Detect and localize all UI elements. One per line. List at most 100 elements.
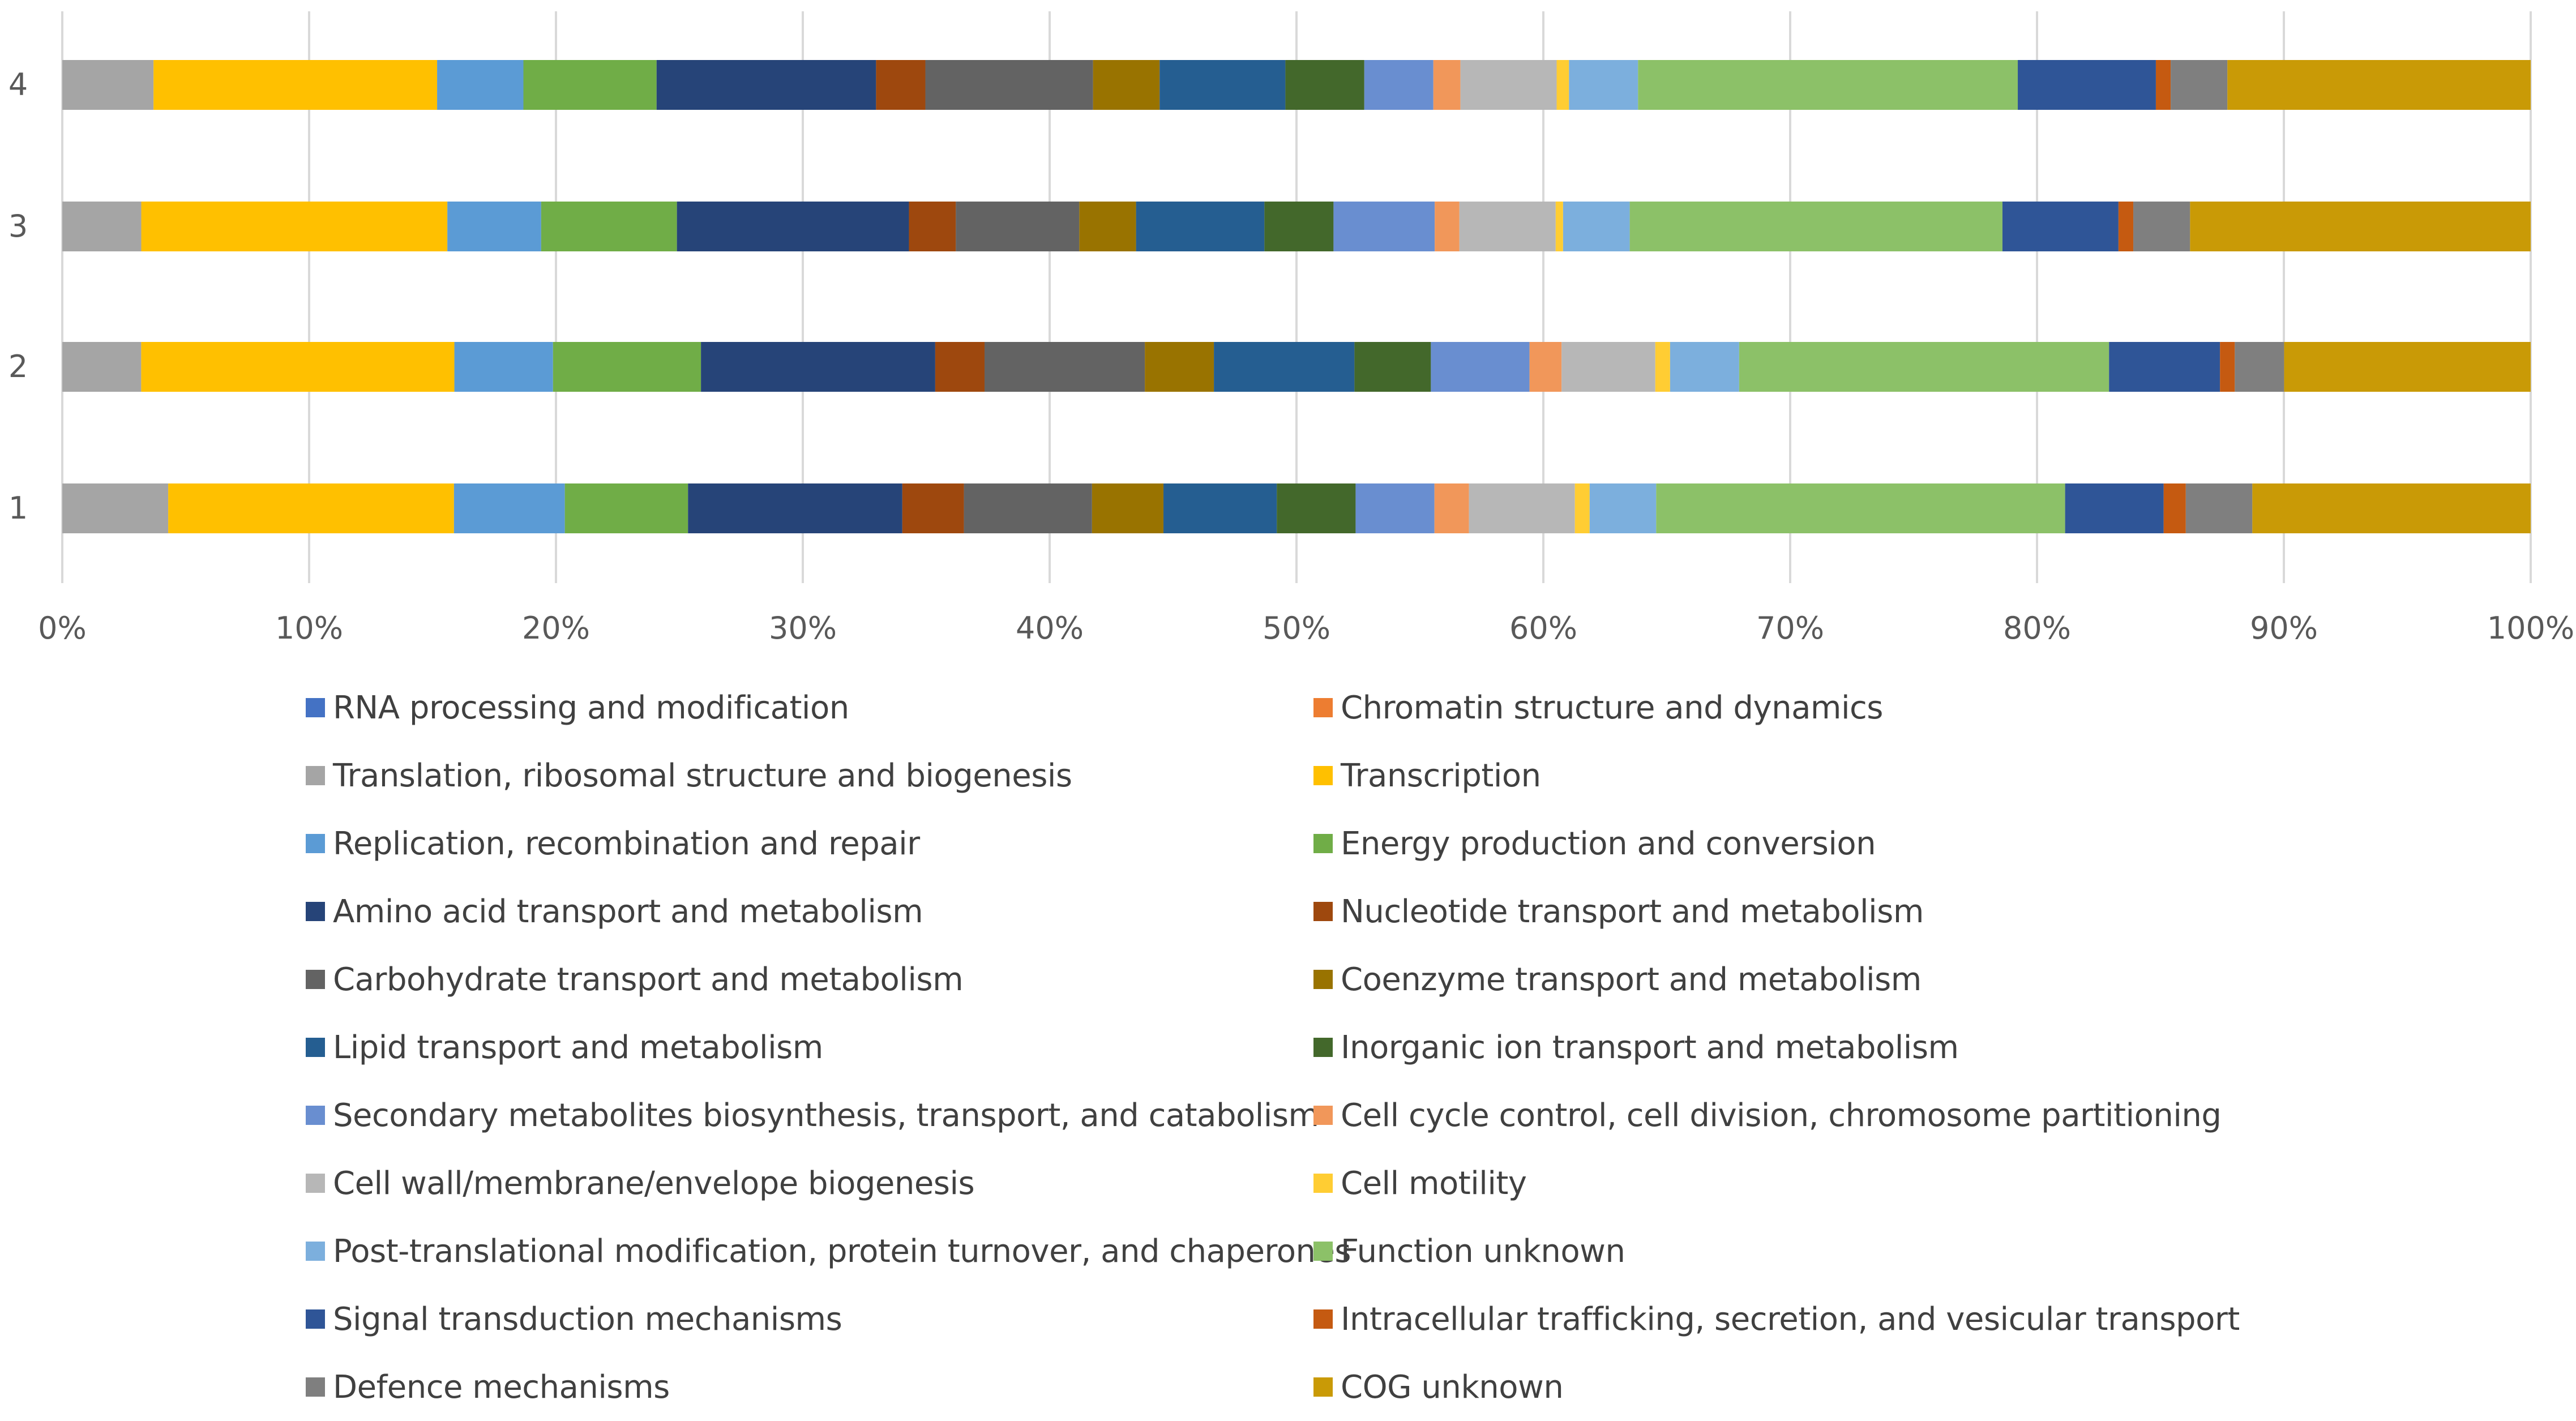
bar-segment: [1529, 342, 1562, 392]
legend-swatch: [306, 698, 325, 717]
bar-segment: [2163, 483, 2186, 533]
legend-item: Energy production and conversion: [1313, 810, 2321, 878]
legend-swatch: [1313, 1174, 1333, 1193]
legend-swatch: [1313, 970, 1333, 989]
legend-swatch: [1313, 1038, 1333, 1057]
bar-segment: [1145, 342, 1214, 392]
bar-segment: [2018, 60, 2156, 110]
legend-label: Nucleotide transport and metabolism: [1341, 893, 1924, 930]
legend-item: Lipid transport and metabolism: [306, 1013, 1313, 1081]
bar-segment: [1739, 342, 2109, 392]
x-axis-labels: 0% 10% 20% 30% 40% 50% 60% 70% 80% 90% 100%: [38, 610, 2574, 646]
bar-segment: [1638, 60, 2018, 110]
bar-segment: [964, 483, 1092, 533]
bar-segment: [1670, 342, 1739, 392]
bar-segment: [141, 202, 448, 251]
legend-label: Post-translational modification, protein…: [333, 1232, 1351, 1270]
bar-segment: [1556, 60, 1569, 110]
bar-segment: [688, 483, 902, 533]
x-tick-label: 0%: [38, 610, 87, 646]
bar-segment: [1656, 483, 2065, 533]
x-tick-label: 100%: [2487, 610, 2574, 646]
legend-label: COG unknown: [1341, 1368, 1564, 1406]
bar-segment: [1355, 483, 1435, 533]
bar-segment: [1589, 483, 1657, 533]
legend-label: Replication, recombination and repair: [333, 825, 920, 862]
legend-label: Function unknown: [1341, 1232, 1625, 1270]
bar-segment: [1434, 483, 1469, 533]
bar-segment: [1629, 202, 2002, 251]
bar-segment: [1555, 202, 1563, 251]
legend-item: Secondary metabolites biosynthesis, tran…: [306, 1081, 1319, 1149]
bar-segment: [2155, 60, 2171, 110]
legend-item: Cell cycle control, cell division, chrom…: [1313, 1081, 2321, 1149]
bar-segment: [62, 483, 169, 533]
bar-segment: [1435, 202, 1460, 251]
bar-segment: [1354, 342, 1431, 392]
bar-segment: [2220, 342, 2235, 392]
bar-segment: [447, 202, 541, 251]
x-tick-label: 80%: [2003, 610, 2071, 646]
legend-label: Amino acid transport and metabolism: [333, 893, 923, 930]
legend-item: Chromatin structure and dynamics: [1313, 674, 2321, 742]
legend-swatch: [306, 1174, 325, 1193]
bar-segment: [1569, 60, 1638, 110]
bar-segment: [1561, 342, 1655, 392]
bar-segment: [935, 342, 985, 392]
legend-swatch: [306, 1106, 325, 1125]
bar-segment: [1563, 202, 1630, 251]
bar-segment: [925, 60, 1093, 110]
legend-label: Transcription: [1341, 757, 1541, 794]
legend-label: Intracellular trafficking, secretion, an…: [1341, 1300, 2240, 1338]
legend-item: Cell wall/membrane/envelope biogenesis: [306, 1149, 1313, 1217]
legend-label: Secondary metabolites biosynthesis, tran…: [333, 1097, 1319, 1134]
bar-segment: [62, 202, 142, 251]
bar-segment: [1214, 342, 1355, 392]
x-tick-label: 60%: [1509, 610, 1577, 646]
bar-segment: [2133, 202, 2190, 251]
bar-segment: [62, 60, 154, 110]
legend-item: COG unknown: [1313, 1353, 2321, 1421]
legend-label: RNA processing and modification: [333, 689, 849, 726]
x-tick-label: 90%: [2250, 610, 2318, 646]
bar-segment: [1460, 60, 1557, 110]
legend-item: Amino acid transport and metabolism: [306, 878, 1313, 945]
bar-segment: [1092, 483, 1164, 533]
bar-segment: [2118, 202, 2134, 251]
x-tick-label: 20%: [522, 610, 590, 646]
legend-label: Energy production and conversion: [1341, 825, 1876, 862]
legend-swatch: [306, 1377, 325, 1397]
legend-swatch: [1313, 834, 1333, 853]
legend-label: Coenzyme transport and metabolism: [1341, 961, 1922, 998]
bar-segment: [2109, 342, 2220, 392]
x-tick-label: 70%: [1756, 610, 1824, 646]
legend-swatch: [306, 1309, 325, 1329]
legend-item: Post-translational modification, protein…: [306, 1217, 1351, 1285]
legend-swatch: [1313, 1106, 1333, 1125]
legend-swatch: [306, 1038, 325, 1057]
bar-segment: [1264, 202, 1334, 251]
bar-segment: [1469, 483, 1575, 533]
legend-item: Defence mechanisms: [306, 1353, 1313, 1421]
legend-item: Intracellular trafficking, secretion, an…: [1313, 1285, 2321, 1353]
legend-item: Function unknown: [1313, 1217, 2321, 1285]
bar-segment: [553, 342, 701, 392]
bar-segment: [1163, 483, 1277, 533]
legend-swatch: [306, 766, 325, 785]
bar-segment: [564, 483, 688, 533]
x-tick-label: 10%: [275, 610, 343, 646]
legend-swatch: [1313, 698, 1333, 717]
legend-label: Defence mechanisms: [333, 1368, 670, 1406]
bar-segment: [909, 202, 956, 251]
legend-swatch: [306, 970, 325, 989]
x-tick-label: 50%: [1263, 610, 1330, 646]
bar-segment: [1136, 202, 1265, 251]
legend-label: Lipid transport and metabolism: [333, 1029, 823, 1066]
bar-segment: [701, 342, 935, 392]
legend-item: RNA processing and modification: [306, 674, 1313, 742]
legend-swatch: [306, 1242, 325, 1261]
legend-item: Transcription: [1313, 742, 2321, 810]
bar-segment: [1285, 60, 1364, 110]
bar-segment: [876, 60, 926, 110]
legend-item: Nucleotide transport and metabolism: [1313, 878, 2321, 945]
